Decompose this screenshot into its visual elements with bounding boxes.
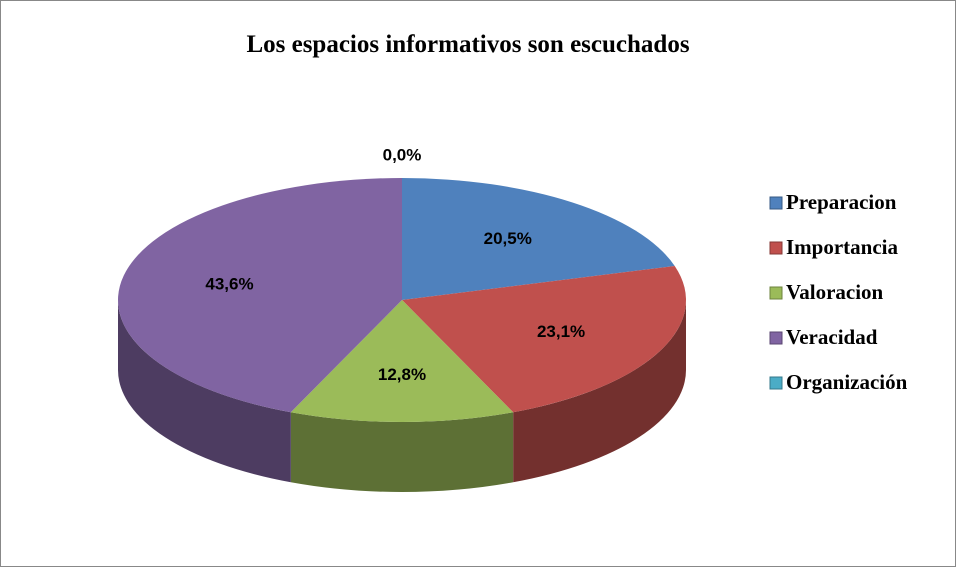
legend-label: Veracidad <box>786 325 878 349</box>
value-label: 23,1% <box>537 322 585 341</box>
pie-slice <box>402 178 675 300</box>
value-label: 20,5% <box>484 229 532 248</box>
chart-title: Los espacios informativos son escuchados <box>246 31 689 58</box>
pie-slice <box>290 300 514 422</box>
pie-side <box>290 412 514 492</box>
legend-swatch <box>769 376 783 390</box>
pie-slice <box>402 265 686 413</box>
pie-slice <box>118 178 403 413</box>
legend-label: Organización <box>786 370 908 394</box>
value-label: 43,6% <box>205 274 253 293</box>
legend-swatch <box>769 241 783 255</box>
value-label: 0,0% <box>383 146 422 165</box>
legend-label: Preparacion <box>786 190 897 214</box>
legend-swatch <box>769 196 783 210</box>
legend-swatch <box>769 286 783 300</box>
legend-swatch <box>769 331 783 345</box>
pie-side <box>513 300 686 483</box>
legend-label: Valoracion <box>786 280 884 304</box>
pie-side <box>117 300 291 483</box>
legend-label: Importancia <box>786 235 898 259</box>
value-label: 12,8% <box>378 365 426 384</box>
